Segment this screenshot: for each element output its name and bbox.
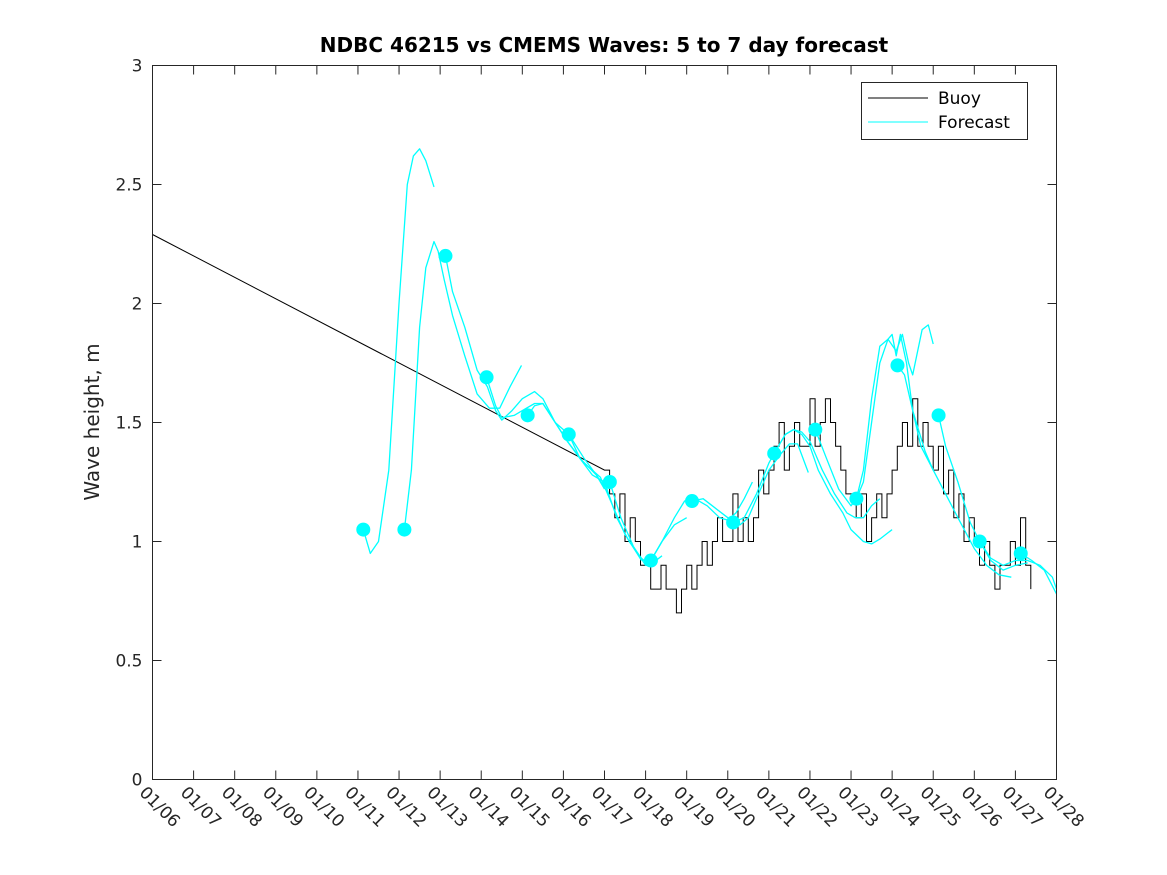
x-tick-label: 01/08 [217,783,266,832]
forecast-run-line-11 [814,333,934,507]
x-tick-label: 01/14 [464,783,513,832]
forecast-run-line-0 [362,148,435,555]
forecast-point-1 [397,522,412,537]
y-axis-label: Wave height, m [80,343,104,500]
x-tick-label: 01/09 [258,783,307,832]
forecast-run-line-8 [691,443,809,526]
forecast-point-13 [890,358,905,373]
y-tick-label: 0 [132,771,143,791]
forecast-run-line-10 [773,428,881,519]
forecast-point-3 [479,370,494,385]
y-tick-label: 1 [132,533,143,553]
forecast-run-line-15 [979,541,1058,590]
x-tick-label: 01/25 [916,783,965,832]
x-tick-label: 01/07 [176,783,225,832]
x-tick-label: 01/13 [423,783,472,832]
x-tick-label: 01/11 [340,783,389,832]
x-tick-label: 01/16 [546,783,595,832]
y-tick-label: 2.5 [115,176,142,196]
forecast-point-14 [931,408,946,423]
forecast-run-line-3 [485,377,610,495]
forecast-point-11 [808,422,823,437]
forecast-run-line-6 [609,481,688,566]
forecast-run-line-13 [896,365,1012,578]
legend-box [861,82,1028,140]
x-tick-label: 01/22 [792,783,841,832]
x-tick-label: 01/28 [1039,783,1088,832]
legend-forecast-label: Forecast [938,113,1010,133]
x-tick-label: 01/15 [505,783,554,832]
forecast-run-line-9 [732,428,893,545]
x-tick-label: 01/27 [998,783,1047,832]
x-tick-label: 01/06 [135,783,184,832]
plot-area-frame [152,65,1057,780]
x-tick-label: 01/17 [587,783,636,832]
y-tick-label: 0.5 [115,652,142,672]
x-tick-label: 01/24 [875,783,924,832]
y-tick-label: 2 [132,295,143,315]
legend-buoy-label: Buoy [938,89,981,109]
y-tick-label: 1.5 [115,414,142,434]
y-tick-label: 3 [132,57,143,77]
forecast-point-2 [438,248,453,263]
axis-ticks: 00.511.522.5301/0601/0701/0801/0901/1001… [115,57,1087,832]
forecast-point-12 [849,491,864,506]
plot-marks [152,148,1058,614]
forecast-run-line-1 [403,240,523,530]
forecast-run-line-12 [855,324,934,499]
forecast-point-7 [643,553,658,568]
forecast-point-8 [685,494,700,509]
forecast-run-line-4 [527,402,643,561]
forecast-point-5 [561,427,576,442]
x-tick-label: 01/19 [669,783,718,832]
forecast-point-16 [1013,546,1028,561]
x-tick-label: 01/26 [957,783,1006,832]
forecast-point-15 [972,534,987,549]
forecast-run-line-7 [650,481,753,561]
x-tick-label: 01/10 [299,783,348,832]
chart-title: NDBC 46215 vs CMEMS Waves: 5 to 7 day fo… [320,33,889,57]
forecast-point-10 [767,446,782,461]
x-tick-label: 01/21 [751,783,800,832]
forecast-point-9 [726,515,741,530]
buoy-series-line [152,234,1032,614]
x-tick-label: 01/23 [834,783,883,832]
legend: Buoy Forecast [861,82,1028,140]
forecast-point-0 [356,522,371,537]
forecast-point-4 [520,408,535,423]
x-tick-label: 01/12 [382,783,431,832]
x-tick-label: 01/20 [710,783,759,832]
x-tick-label: 01/18 [628,783,677,832]
forecast-point-6 [602,475,617,489]
